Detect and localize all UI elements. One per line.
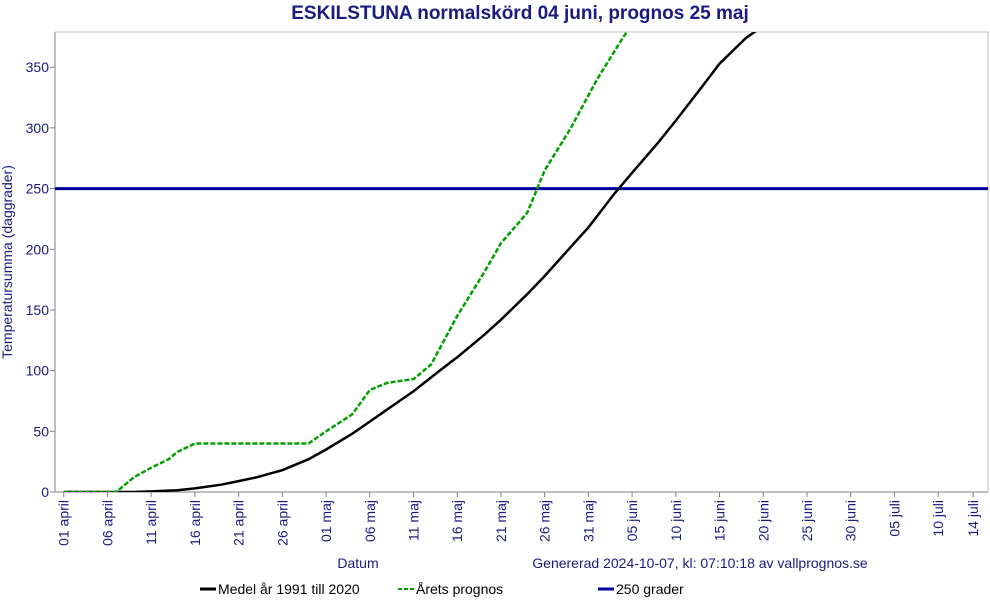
x-tick-label: 20 juni — [755, 500, 771, 541]
x-axis-label: Datum — [337, 555, 378, 571]
x-tick-label: 11 april — [143, 500, 159, 545]
legend-label: Medel år 1991 till 2020 — [218, 581, 360, 597]
x-tick-label: 05 juli — [886, 500, 902, 537]
x-tick-label: 11 maj — [406, 500, 422, 541]
x-tick-label: 21 april — [231, 500, 247, 546]
x-tick-label: 30 juni — [843, 500, 859, 541]
y-tick-label: 200 — [26, 241, 50, 257]
x-tick-label: 25 juni — [799, 500, 815, 541]
legend-label: Årets prognos — [416, 581, 503, 597]
x-tick-label: 15 juni — [712, 500, 728, 541]
series-line — [63, 32, 629, 492]
note: Genererad 2024-10-07, kl: 07:10:18 av va… — [532, 555, 868, 571]
chart-title: ESKILSTUNA normalskörd 04 juni, prognos … — [291, 3, 749, 24]
x-tick-label: 26 april — [274, 500, 290, 546]
x-tick-label: 31 maj — [580, 500, 596, 542]
y-tick-label: 0 — [41, 484, 49, 500]
x-tick-label: 16 april — [187, 500, 203, 546]
y-axis-label: Temperatursumma (daggrader) — [0, 165, 15, 359]
plot-area — [55, 32, 988, 492]
series-line — [63, 32, 757, 492]
x-tick-label: 06 maj — [362, 500, 378, 542]
y-tick-label: 50 — [33, 423, 49, 439]
x-tick-label: 16 maj — [449, 500, 465, 542]
x-tick-label: 10 juli — [930, 500, 946, 537]
y-tick-label: 300 — [26, 120, 50, 136]
y-tick-label: 100 — [26, 363, 50, 379]
x-tick-label: 01 maj — [318, 500, 334, 542]
x-tick-label: 05 juni — [624, 500, 640, 541]
y-tick-label: 250 — [26, 181, 50, 197]
x-tick-label: 10 juni — [668, 500, 684, 541]
legend-label: 250 grader — [616, 581, 684, 597]
x-tick-label: 01 april — [56, 500, 72, 546]
x-tick-label: 26 maj — [537, 500, 553, 542]
x-tick-label: 21 maj — [493, 500, 509, 542]
x-tick-label: 14 juli — [965, 500, 981, 537]
y-tick-label: 350 — [26, 59, 50, 75]
x-tick-label: 06 april — [99, 500, 115, 546]
y-tick-label: 150 — [26, 302, 50, 318]
